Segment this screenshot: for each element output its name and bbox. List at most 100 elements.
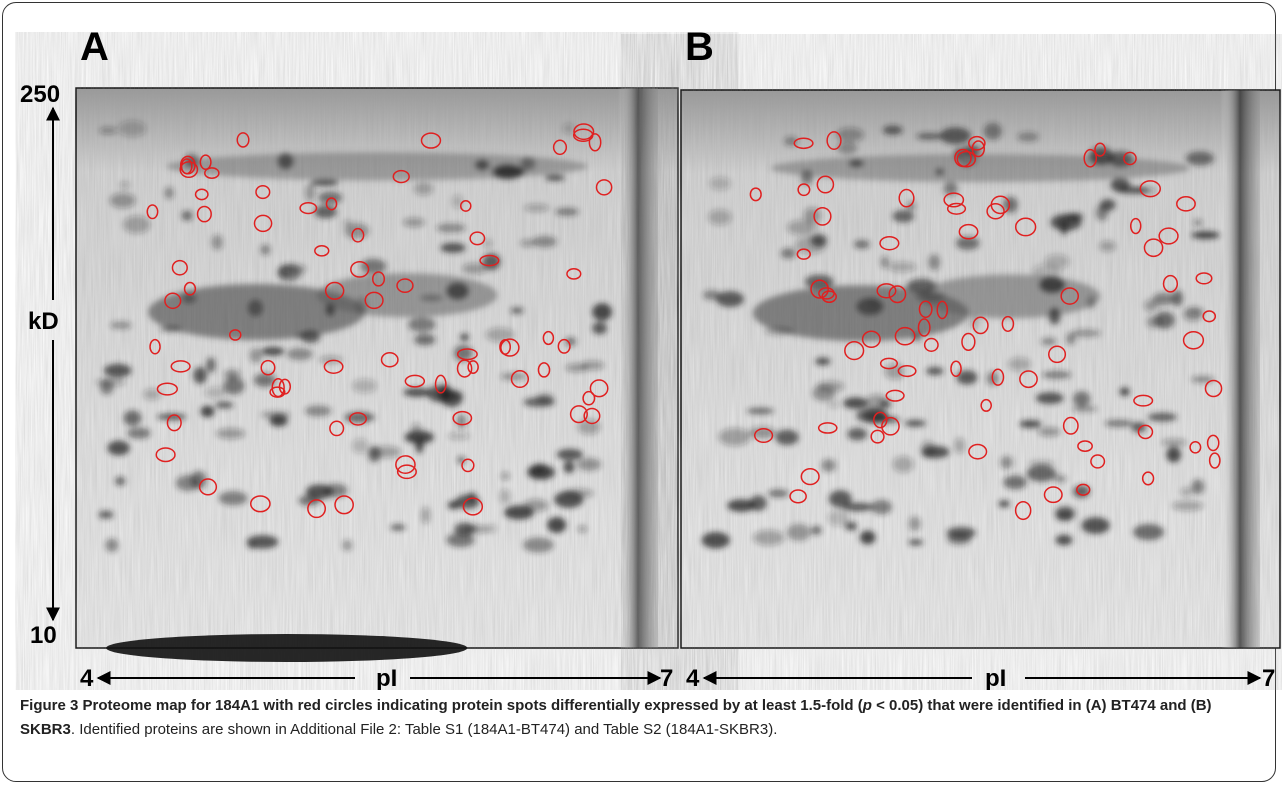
gel-spot bbox=[413, 182, 433, 196]
gel-spot bbox=[1007, 357, 1031, 371]
gel-spot bbox=[767, 489, 789, 498]
spot-circle bbox=[1129, 217, 1142, 235]
gel-spot bbox=[314, 205, 337, 219]
spot-circle bbox=[467, 360, 479, 374]
spot-circle bbox=[582, 390, 596, 406]
gel-spot bbox=[1147, 412, 1178, 422]
spot-circle bbox=[958, 223, 979, 240]
gel-spot bbox=[352, 438, 369, 454]
spot-circle bbox=[164, 292, 182, 310]
spot-circle bbox=[1204, 379, 1223, 398]
spot-circle bbox=[950, 360, 962, 377]
spot-circle bbox=[253, 214, 273, 233]
spot-circle bbox=[156, 382, 178, 396]
spot-circle bbox=[1176, 196, 1196, 212]
spot-circle bbox=[537, 362, 551, 378]
gel-spot bbox=[249, 348, 263, 363]
gel-spot bbox=[786, 523, 812, 541]
gel-spot bbox=[709, 176, 731, 191]
gel-spot bbox=[1037, 427, 1061, 437]
spot-circle bbox=[888, 285, 907, 304]
gel-spot bbox=[545, 174, 565, 181]
spot-circle bbox=[299, 201, 318, 215]
gel-spot bbox=[1191, 479, 1205, 495]
gel-spot bbox=[127, 427, 151, 439]
gel-spot bbox=[522, 537, 554, 553]
spot-circle bbox=[329, 420, 345, 437]
spot-circle bbox=[566, 267, 582, 280]
y-axis-title: kD bbox=[28, 308, 59, 335]
gel-spot bbox=[1072, 485, 1090, 498]
gel-spot bbox=[848, 159, 864, 168]
spot-circle bbox=[936, 300, 949, 320]
gel-spot bbox=[414, 334, 436, 346]
spot-circle bbox=[917, 318, 931, 337]
gel-spot bbox=[300, 330, 321, 344]
gel-spot bbox=[520, 239, 536, 247]
spot-circle bbox=[991, 368, 1005, 386]
caption-bold: < 0.05) that were identified in (A) BT47… bbox=[20, 697, 1212, 738]
gel-spot bbox=[810, 234, 828, 247]
spot-circle bbox=[1158, 227, 1179, 245]
spot-circle bbox=[821, 290, 837, 303]
figure: A B 250 10 kD 4 pI 7 4 pI 7 bbox=[20, 25, 1281, 690]
gel-spot bbox=[456, 414, 467, 429]
gel-spot bbox=[460, 333, 469, 341]
gel-spot bbox=[563, 461, 575, 474]
spot-circle bbox=[166, 414, 182, 432]
gel-spot bbox=[764, 326, 794, 336]
gel-spot bbox=[485, 327, 515, 342]
gel-spot bbox=[562, 488, 594, 498]
spot-circle bbox=[946, 202, 967, 215]
spot-circle bbox=[894, 326, 916, 346]
spot-circle bbox=[986, 203, 1005, 220]
spot-circle bbox=[260, 359, 276, 376]
gel-spot bbox=[156, 413, 187, 421]
spot-circle bbox=[870, 429, 885, 444]
spot-circle bbox=[334, 495, 354, 515]
spot-circle bbox=[588, 133, 602, 152]
gel-spot bbox=[118, 120, 147, 137]
gel-spot bbox=[592, 322, 607, 335]
spot-circle bbox=[236, 132, 250, 148]
spot-circle bbox=[452, 410, 473, 426]
gel-spot bbox=[269, 414, 288, 427]
spot-circle bbox=[179, 161, 199, 179]
gel-spot bbox=[415, 437, 424, 454]
gel-spot bbox=[1191, 231, 1220, 240]
spot-circle bbox=[1019, 370, 1038, 389]
gel-spot bbox=[1003, 196, 1018, 213]
spot-circle bbox=[350, 261, 370, 278]
gel-spot bbox=[223, 377, 245, 395]
gel-spot bbox=[310, 179, 339, 186]
y-bottom-label: 10 bbox=[30, 622, 57, 649]
spot-circle bbox=[229, 329, 242, 341]
gel-spot bbox=[510, 307, 524, 314]
gel-spot bbox=[1055, 534, 1073, 546]
gel-spot bbox=[1144, 299, 1159, 312]
gel-spot bbox=[577, 525, 587, 533]
gel-spot bbox=[305, 484, 333, 500]
gel-spot bbox=[1003, 475, 1027, 490]
gel-spot bbox=[1185, 151, 1214, 166]
spot-circle bbox=[573, 123, 595, 141]
spot-circle bbox=[885, 389, 905, 402]
panel-label: B bbox=[685, 25, 714, 69]
gel-spot bbox=[1166, 446, 1181, 463]
gel-spot bbox=[718, 427, 751, 446]
gel-spot bbox=[1081, 517, 1110, 534]
gel-spot bbox=[277, 152, 294, 170]
spot-circle bbox=[380, 351, 399, 368]
spot-circle bbox=[1143, 238, 1164, 258]
gel-spot bbox=[1042, 371, 1072, 379]
spot-circle bbox=[171, 259, 188, 276]
spot-circle bbox=[420, 132, 442, 149]
gel-spot bbox=[109, 193, 136, 209]
gel-spot bbox=[181, 293, 197, 304]
spot-circle bbox=[1141, 471, 1155, 486]
gel-spot bbox=[1066, 333, 1076, 345]
spot-circle bbox=[395, 455, 416, 474]
gel-spot bbox=[908, 539, 924, 546]
spot-circle bbox=[1206, 434, 1220, 452]
spot-circle bbox=[1043, 486, 1063, 504]
